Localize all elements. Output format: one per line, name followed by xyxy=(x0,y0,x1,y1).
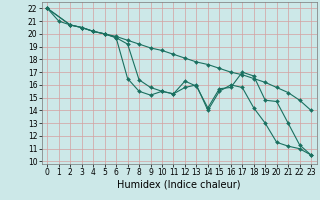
X-axis label: Humidex (Indice chaleur): Humidex (Indice chaleur) xyxy=(117,180,241,190)
